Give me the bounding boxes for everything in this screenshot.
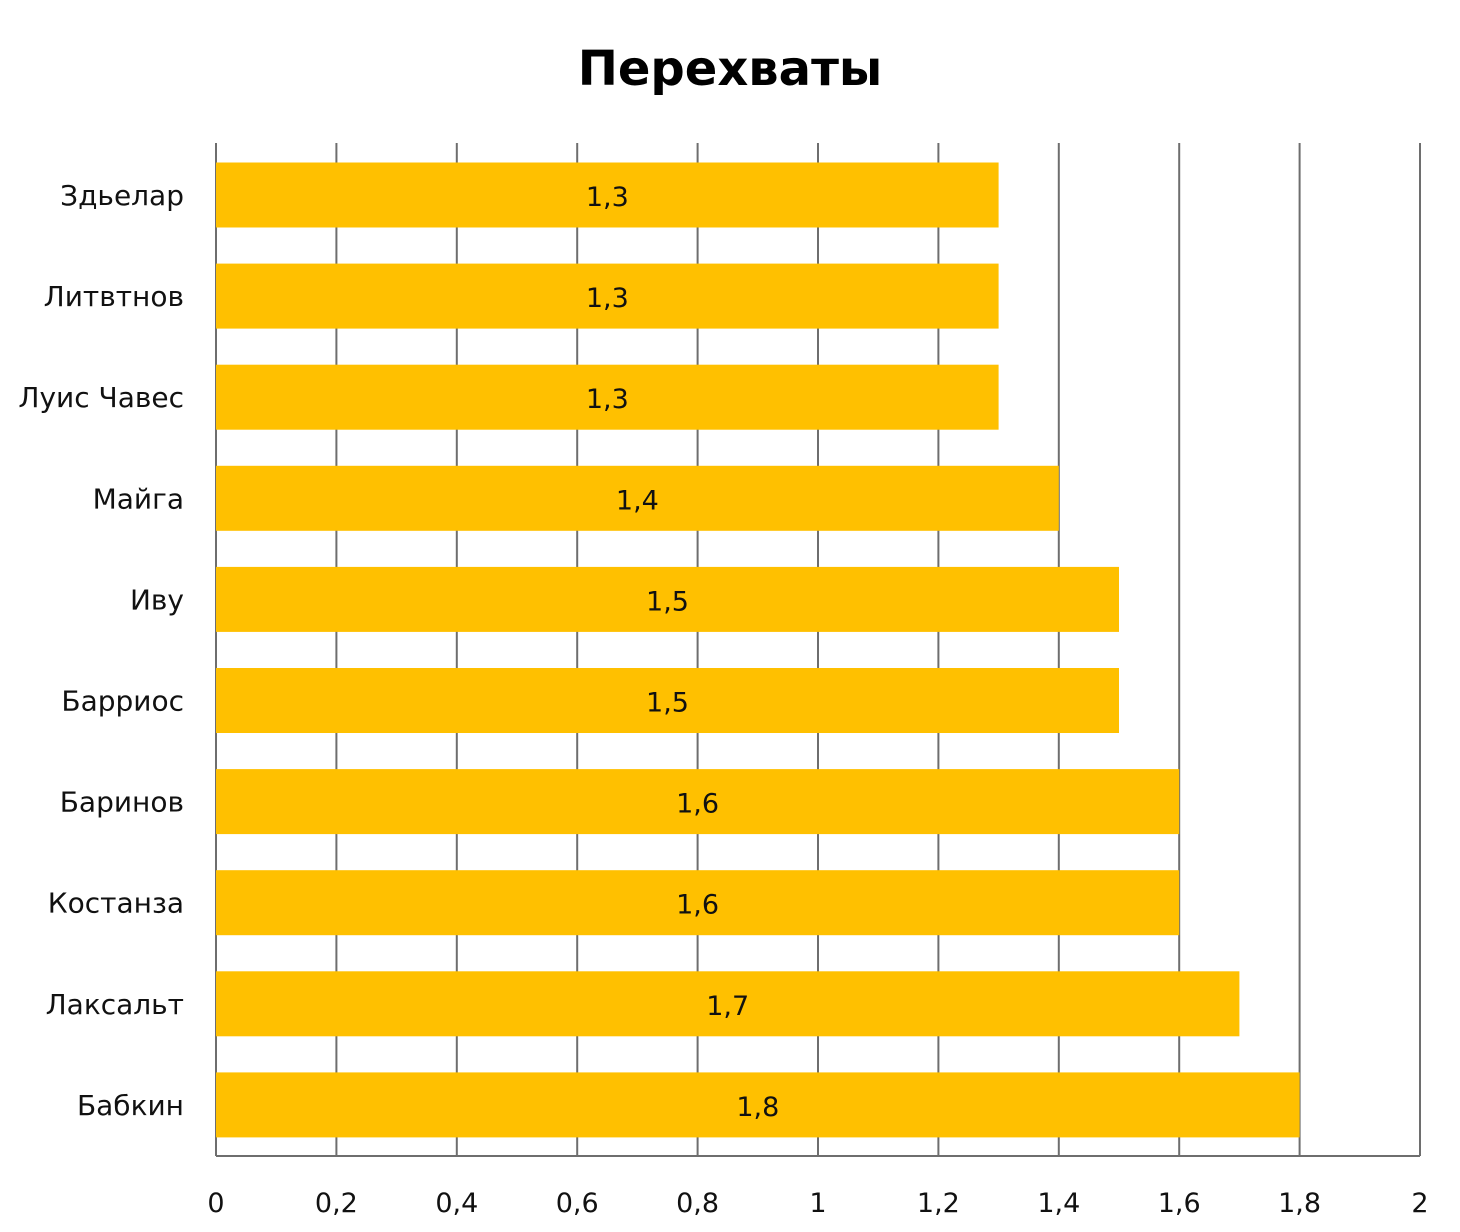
category-label: Барриос: [61, 685, 184, 718]
data-label: 1,7: [706, 991, 749, 1022]
x-tick-labels: 0 0,2 0,4 0,6 0,8 1 1,2 1,4 1,6 1,8 2: [207, 1188, 1428, 1219]
data-label: 1,5: [646, 586, 689, 617]
chart-title: Перехваты: [578, 41, 883, 97]
category-label: Майга: [93, 482, 184, 515]
x-tick-label: 1,4: [1037, 1188, 1080, 1219]
category-label: Литвтнов: [44, 280, 184, 313]
category-labels: Здьелар Литвтнов Луис Чавес Майга Иву Барриос…: [18, 179, 184, 1122]
category-label: Бабкин: [77, 1089, 184, 1122]
x-tick-label: 0,4: [435, 1188, 478, 1219]
data-label: 1,4: [616, 485, 659, 516]
bar: [216, 566, 1119, 632]
x-tick-label: 1: [809, 1188, 826, 1219]
category-label: Луис Чавес: [18, 381, 184, 414]
category-label: Баринов: [60, 786, 184, 819]
data-label: 1,6: [676, 789, 719, 820]
data-label: 1,3: [586, 283, 629, 314]
x-tick-label: 0,8: [676, 1188, 719, 1219]
bar: [216, 465, 1059, 531]
x-tick-label: 0,2: [315, 1188, 358, 1219]
bars: [216, 162, 1300, 1138]
data-label: 1,8: [736, 1092, 779, 1123]
bar: [216, 971, 1240, 1037]
data-label: 1,3: [586, 384, 629, 415]
data-label: 1,5: [646, 688, 689, 719]
x-tick-label: 1,6: [1158, 1188, 1201, 1219]
category-label: Лаксальт: [46, 988, 184, 1021]
category-label: Иву: [130, 583, 184, 616]
data-labels: 1,3 1,3 1,3 1,4 1,5 1,5 1,6 1,6 1,7 1,8: [586, 182, 779, 1123]
data-label: 1,3: [586, 182, 629, 213]
category-label: Здьелар: [60, 179, 184, 212]
bar: [216, 162, 999, 228]
x-tick-label: 1,8: [1278, 1188, 1321, 1219]
bar: [216, 668, 1119, 733]
bar: [216, 263, 999, 329]
bar: [216, 364, 999, 430]
bar: [216, 1072, 1300, 1138]
data-label: 1,6: [676, 890, 719, 921]
x-tick-label: 1,2: [917, 1188, 960, 1219]
bar: [216, 769, 1180, 835]
x-tick-label: 2: [1411, 1188, 1428, 1219]
bar: [216, 870, 1180, 936]
x-tick-label: 0,6: [556, 1188, 599, 1219]
x-tick-label: 0: [207, 1188, 224, 1219]
category-label: Костанза: [48, 887, 184, 920]
